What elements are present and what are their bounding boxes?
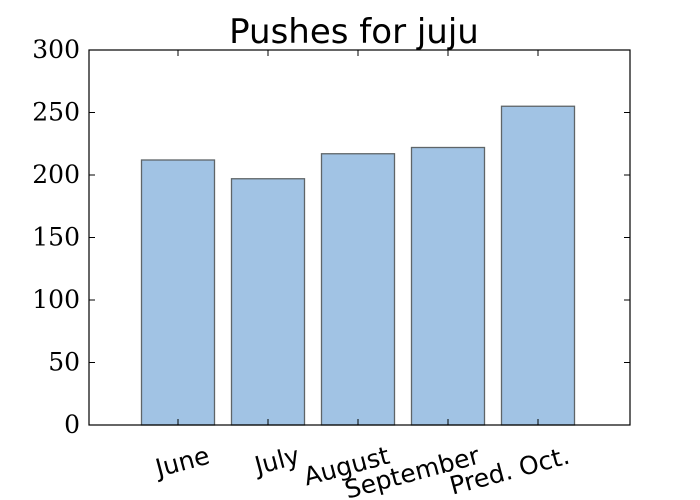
ytick-label: 50 [48,348,80,377]
plot-frame [88,49,631,426]
ytick-label: 300 [32,35,80,64]
chart-title: Pushes for juju [229,12,479,52]
xtick-label: July [250,441,303,481]
xtick-label: June [151,441,213,484]
bar-june [140,159,216,426]
ytick-label: 0 [64,410,80,439]
bars-layer [140,105,576,426]
ytick-label: 200 [32,160,80,189]
bar-september [410,146,486,426]
bar-pred-oct [500,105,576,426]
ytick-label: 250 [32,98,80,127]
bar-august [320,153,396,426]
ytick-label: 100 [32,285,80,314]
ytick-label: 150 [32,223,80,252]
bar-july [230,178,306,426]
